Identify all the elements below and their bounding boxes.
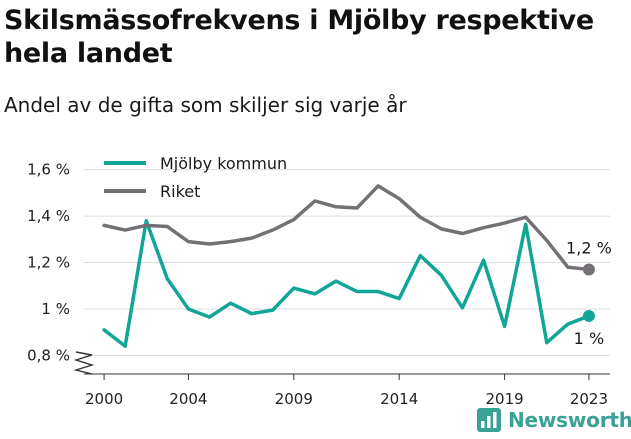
y-tick-label: 0,8 % — [27, 346, 70, 364]
axes: 0,8 % 1 % 1,2 % 1,4 % 1,6 % 2000 2004 2009 2014 2… — [27, 161, 610, 408]
series-end-label: 1,2 % — [566, 239, 612, 258]
legend: Mjölby kommun Riket — [104, 154, 287, 201]
series-lines: 1 % 1,2 % — [102, 184, 612, 348]
x-tick-label: 2023 — [570, 390, 608, 408]
bar-chart-icon — [477, 408, 501, 432]
chart-subtitle: Andel av de gifta som skiljer sig varje … — [4, 93, 407, 117]
series-line — [102, 184, 591, 272]
series-line — [102, 218, 591, 348]
x-tick-label: 2009 — [275, 390, 313, 408]
brand-name: Newsworthy — [508, 408, 631, 432]
series-endpoint — [582, 263, 595, 276]
series-endpoint — [582, 309, 595, 322]
newsworthy-logo: Newsworthy — [476, 405, 631, 435]
legend-label: Riket — [160, 182, 200, 201]
chart-title: Skilsmässofrekvens i Mjölby respektive h… — [4, 5, 594, 69]
axis-break-symbol — [73, 351, 95, 375]
y-tick-label: 1 % — [41, 300, 70, 318]
x-tick-label: 2014 — [380, 390, 418, 408]
y-tick-label: 1,6 % — [27, 161, 70, 179]
x-tick-label: 2000 — [85, 390, 123, 408]
gridlines — [84, 169, 610, 356]
x-tick-label: 2004 — [169, 390, 207, 408]
series-end-label: 1 % — [574, 329, 604, 348]
y-tick-label: 1,4 % — [27, 207, 70, 225]
x-tick-label: 2019 — [486, 390, 524, 408]
legend-label: Mjölby kommun — [160, 154, 287, 173]
y-tick-label: 1,2 % — [27, 254, 70, 272]
